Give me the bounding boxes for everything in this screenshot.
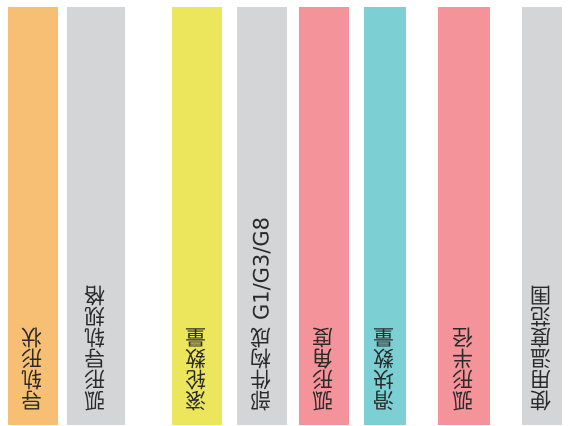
column-arc-angle: 弧形角度: [299, 7, 349, 425]
column-label: 弧形导轨规格: [83, 285, 108, 411]
column-arc-rail-spec: 弧形导轨规格: [67, 7, 125, 425]
column-label: 弧形半径: [451, 327, 476, 411]
column-roller-count: 滚轮数量: [172, 7, 222, 425]
column-slider-count: 滑块数量: [364, 7, 406, 425]
column-label: 滑块数量: [372, 327, 397, 411]
column-label: 滚轮数量: [184, 327, 209, 411]
column-rail-shape: 导轨形状: [8, 7, 58, 425]
column-label: 使用温度范围: [529, 285, 554, 411]
column-label: 导轨形状: [20, 327, 45, 411]
column-label: 弧形角度: [311, 327, 336, 411]
column-arc-radius: 弧形半径: [438, 7, 490, 425]
column-label: 部件构成 G1/G3/G8: [249, 217, 274, 411]
column-temperature-range: 使用温度范围: [522, 7, 562, 425]
column-component-composition: 部件构成 G1/G3/G8: [237, 7, 287, 425]
